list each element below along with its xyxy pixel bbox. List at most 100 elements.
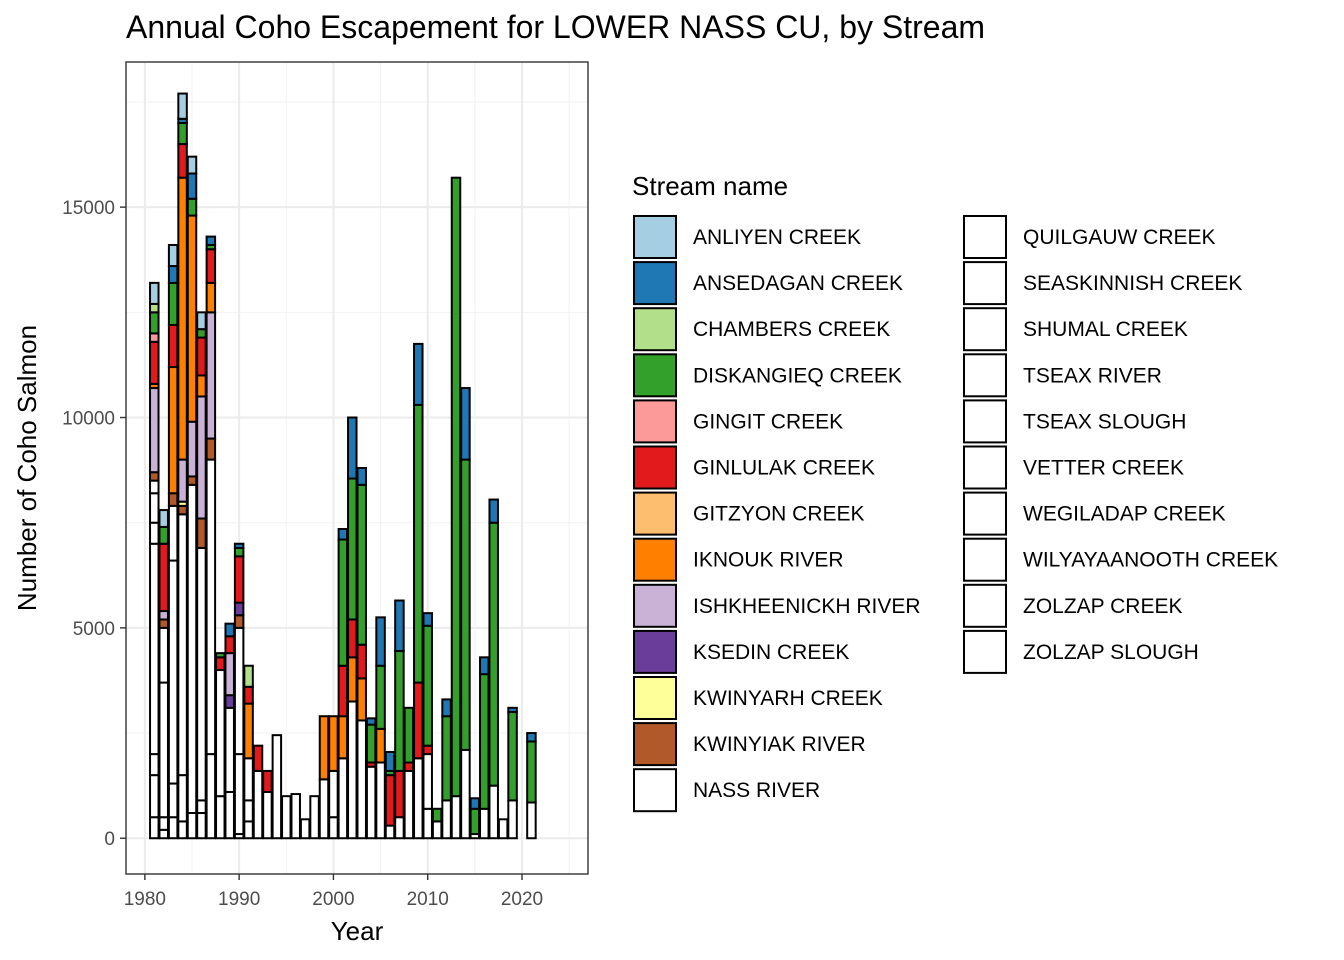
- chart-title: Annual Coho Escapement for LOWER NASS CU…: [126, 9, 985, 45]
- legend-key: [633, 445, 677, 490]
- bar-segment: [215, 795, 226, 840]
- legend: Stream name ANLIYEN CREEK ANSEDAGAN CREEK…: [632, 171, 1278, 813]
- legend-label: TSEAX SLOUGH: [1023, 410, 1186, 433]
- bar-1986: [196, 311, 207, 840]
- bar-segment: [337, 664, 349, 718]
- legend-key: [633, 399, 677, 444]
- legend-item: ANSEDAGAN CREEK: [633, 261, 903, 306]
- bar-segment: [262, 769, 273, 793]
- legend-label: WEGILADAP CREEK: [1023, 503, 1226, 526]
- legend-item: TSEAX RIVER: [963, 353, 1162, 398]
- bar-segment: [460, 387, 471, 461]
- bar-1988: [215, 652, 226, 840]
- bar-segment: [441, 799, 452, 840]
- legend-item: KWINYARH CREEK: [633, 676, 883, 720]
- bar-segment: [224, 652, 235, 697]
- legend-item: ZOLZAP CREEK: [963, 583, 1183, 628]
- bar-segment: [375, 761, 386, 840]
- bar-2000: [328, 715, 339, 840]
- legend-item: SEASKINNISH CREEK: [963, 261, 1242, 306]
- legend-key: [633, 537, 677, 582]
- bar-segment: [205, 753, 217, 840]
- legend-label: KWINYIAK RIVER: [693, 733, 866, 756]
- legend-item: DISKANGIEQ CREEK: [633, 353, 902, 398]
- legend-label: CHAMBERS CREEK: [693, 318, 890, 341]
- bar-2018: [497, 818, 509, 840]
- bar-segment: [356, 467, 367, 486]
- legend-item: KSEDIN CREEK: [633, 629, 849, 674]
- bar-2021: [526, 732, 537, 840]
- bar-segment: [497, 818, 509, 840]
- bar-segment: [196, 811, 207, 840]
- bar-segment: [149, 816, 160, 840]
- bar-segment: [233, 546, 245, 558]
- bar-segment: [337, 528, 349, 541]
- bar-2003: [356, 467, 367, 840]
- bar-segment: [158, 816, 169, 831]
- bar-segment: [243, 757, 254, 802]
- bar-segment: [167, 504, 179, 562]
- bar-segment: [394, 599, 405, 653]
- bar-2014: [460, 387, 471, 840]
- bar-segment: [365, 723, 377, 764]
- bar-segment: [403, 761, 415, 772]
- legend-key: [963, 215, 1007, 259]
- legend-key: [963, 261, 1007, 306]
- bar-2008: [403, 706, 415, 840]
- bar-segment: [526, 732, 537, 743]
- bar-segment: [186, 475, 198, 486]
- legend-item: QUILGAUW CREEK: [963, 215, 1216, 259]
- bar-segment: [431, 820, 443, 840]
- legend-item: GINGIT CREEK: [633, 399, 843, 444]
- bar-segment: [196, 311, 207, 331]
- bar-segment: [233, 542, 245, 549]
- bar-segment: [215, 656, 226, 671]
- legend-label: VETTER CREEK: [1023, 457, 1184, 480]
- legend-key: [633, 261, 677, 306]
- bar-segment: [149, 302, 160, 314]
- bar-2009: [413, 342, 424, 840]
- legend-key: [963, 445, 1007, 490]
- bar-segment: [196, 799, 207, 814]
- bar-2007: [394, 599, 405, 840]
- bar-segment: [441, 715, 452, 802]
- legend-key: [633, 583, 677, 628]
- x-tick-label: 2020: [501, 889, 543, 910]
- legend-item: ANLIYEN CREEK: [633, 215, 861, 259]
- bar-segment: [422, 753, 433, 810]
- bar-segment: [167, 281, 179, 326]
- bar-segment: [479, 807, 490, 840]
- bar-segment: [167, 492, 179, 507]
- x-axis-title: Year: [331, 916, 384, 946]
- legend-item: ISHKHEENICKH RIVER: [633, 583, 921, 628]
- plot-border: [125, 61, 589, 875]
- legend-label: KSEDIN CREEK: [693, 641, 849, 664]
- bar-segment: [318, 715, 330, 781]
- legend-label: ISHKHEENICKH RIVER: [693, 595, 921, 618]
- bar-segment: [158, 828, 169, 840]
- bar-segment: [233, 614, 245, 629]
- bar-segment: [384, 774, 396, 827]
- legend-label: SHUMAL CREEK: [1023, 318, 1188, 341]
- bar-segment: [177, 513, 188, 777]
- bar-segment: [205, 311, 217, 440]
- bar-segment: [243, 664, 254, 688]
- bar-segment: [507, 706, 518, 714]
- bar-2016: [479, 656, 490, 840]
- bar-2010: [422, 612, 433, 840]
- bar-segment: [375, 616, 386, 667]
- bar-segment: [337, 757, 349, 840]
- bar-1996: [290, 793, 301, 840]
- bar-segment: [422, 612, 433, 627]
- bar-segment: [167, 366, 179, 495]
- bar-segment: [186, 420, 198, 478]
- bar-2011: [431, 807, 443, 840]
- legend-label: WILYAYAANOOTH CREEK: [1023, 549, 1278, 572]
- legend-key: [963, 399, 1007, 444]
- bar-segment: [403, 769, 415, 840]
- bar-segment: [196, 328, 207, 339]
- bar-segment: [328, 769, 339, 819]
- bar-segment: [422, 744, 433, 756]
- legend-item: GITZYON CREEK: [633, 491, 865, 536]
